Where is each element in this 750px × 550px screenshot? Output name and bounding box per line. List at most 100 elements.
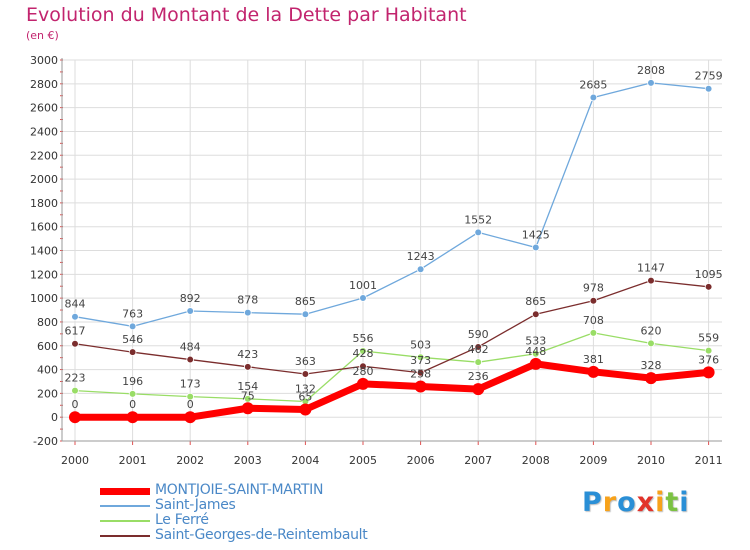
data-label: 484 xyxy=(180,341,201,354)
data-point xyxy=(531,310,540,318)
data-point xyxy=(529,357,542,370)
data-label: 428 xyxy=(353,347,374,360)
data-label: 381 xyxy=(583,353,604,366)
data-point xyxy=(71,386,79,395)
data-point xyxy=(589,93,598,102)
data-label: 865 xyxy=(525,295,546,308)
legend-swatch xyxy=(100,487,150,495)
data-label: 865 xyxy=(295,295,316,308)
data-label: 1095 xyxy=(695,268,723,281)
data-label: 2759 xyxy=(695,70,723,83)
y-tick-label: 1400 xyxy=(30,245,58,258)
data-point xyxy=(359,362,367,371)
x-tick-label: 2001 xyxy=(119,454,147,467)
data-point xyxy=(299,403,312,416)
data-point xyxy=(128,390,137,398)
legend-item: Saint-James xyxy=(100,497,520,513)
data-point xyxy=(531,349,540,358)
y-tick-label: 2400 xyxy=(30,125,58,138)
data-label: 1243 xyxy=(407,250,435,263)
data-point xyxy=(647,276,655,285)
data-point xyxy=(359,294,367,302)
data-point xyxy=(647,79,655,87)
data-label: 892 xyxy=(180,292,201,305)
x-tick-label: 2003 xyxy=(234,454,262,467)
x-tick-label: 2000 xyxy=(61,454,89,467)
data-label: 533 xyxy=(525,335,546,348)
x-tick-label: 2007 xyxy=(464,454,492,467)
chart-legend: MONTJOIE-SAINT-MARTIN Saint-James Le Ferré… xyxy=(100,482,520,543)
data-label: 0 xyxy=(187,398,194,411)
data-label: 173 xyxy=(180,378,201,391)
chart-subtitle: (en €) xyxy=(26,29,59,42)
logo-letter: x xyxy=(636,487,656,518)
x-tick-label: 2009 xyxy=(579,454,607,467)
data-point xyxy=(71,312,79,321)
data-label: 1552 xyxy=(464,213,492,226)
data-point xyxy=(704,283,713,291)
y-tick-label: 3000 xyxy=(30,54,58,67)
data-label: 708 xyxy=(583,314,604,327)
y-tick-label: 1600 xyxy=(30,221,58,234)
data-label: 844 xyxy=(65,298,86,311)
logo-letter: o xyxy=(617,487,637,518)
data-point xyxy=(128,322,137,331)
data-point xyxy=(589,296,598,305)
data-point xyxy=(244,308,252,317)
y-tick-label: 2600 xyxy=(30,102,58,115)
data-label: 559 xyxy=(698,332,719,345)
y-tick-label: 1000 xyxy=(30,292,58,305)
data-point xyxy=(186,307,195,315)
data-label: 280 xyxy=(353,365,374,378)
data-point xyxy=(244,395,252,403)
y-tick-label: 2000 xyxy=(30,173,58,186)
legend-label: Saint-Georges-de-Reintembault xyxy=(155,527,368,543)
legend-swatch xyxy=(100,535,150,537)
data-point xyxy=(416,353,425,362)
legend-swatch xyxy=(100,505,150,507)
data-point xyxy=(416,265,425,273)
data-point xyxy=(128,348,137,356)
logo-letter: i xyxy=(679,487,690,518)
logo-letter: t xyxy=(665,487,680,518)
x-tick-label: 2005 xyxy=(349,454,377,467)
data-point xyxy=(244,363,252,371)
data-label: 2808 xyxy=(637,64,665,77)
x-tick-label: 2006 xyxy=(407,454,435,467)
x-tick-label: 2010 xyxy=(637,454,665,467)
legend-item: MONTJOIE-SAINT-MARTIN xyxy=(100,482,520,498)
x-tick-label: 2008 xyxy=(522,454,550,467)
y-tick-label: -200 xyxy=(33,435,58,448)
series-line xyxy=(71,360,713,421)
logo-letter: i xyxy=(655,487,666,518)
data-label: 878 xyxy=(237,294,258,307)
data-label: 376 xyxy=(698,353,719,366)
data-label: 132 xyxy=(295,382,316,395)
series-line xyxy=(74,82,710,327)
data-point xyxy=(357,377,369,390)
y-tick-label: 1200 xyxy=(30,268,58,281)
data-label: 763 xyxy=(122,307,143,320)
legend-label: MONTJOIE-SAINT-MARTIN xyxy=(155,482,324,498)
data-point xyxy=(184,411,197,424)
data-label: 363 xyxy=(295,355,316,368)
x-tick-label: 2011 xyxy=(695,454,723,467)
data-point xyxy=(587,365,600,378)
y-tick-label: 0 xyxy=(51,411,58,424)
data-point xyxy=(186,392,195,401)
legend-item: Saint-Georges-de-Reintembault xyxy=(100,527,520,543)
data-label: 0 xyxy=(72,398,79,411)
y-tick-label: 1800 xyxy=(30,197,58,210)
x-tick-label: 2004 xyxy=(291,454,319,467)
data-point xyxy=(69,411,81,424)
data-point xyxy=(241,402,254,415)
data-label: 556 xyxy=(353,332,374,345)
legend-item: Le Ferré xyxy=(100,512,520,528)
data-point xyxy=(472,383,485,396)
data-point xyxy=(126,411,139,424)
data-label: 65 xyxy=(298,390,312,403)
data-label: 1147 xyxy=(637,262,665,275)
data-point xyxy=(474,228,483,237)
data-label: 423 xyxy=(237,348,258,361)
